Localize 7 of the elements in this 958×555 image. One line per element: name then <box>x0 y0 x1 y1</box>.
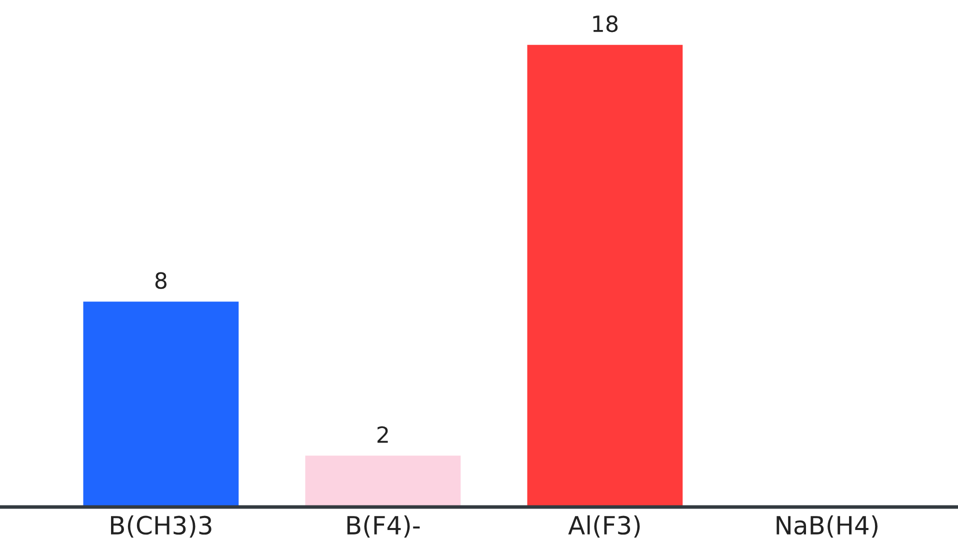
data-label: 18 <box>593 15 618 32</box>
data-label: 8 <box>155 272 166 289</box>
x-tick-label: NaB(H4) <box>776 515 878 538</box>
data-label: 2 <box>378 426 388 443</box>
x-tick-label: B(F4)- <box>347 515 420 538</box>
x-tick-label: Al(F3) <box>568 515 640 538</box>
x-tick-label: B(CH3)3 <box>111 515 212 538</box>
